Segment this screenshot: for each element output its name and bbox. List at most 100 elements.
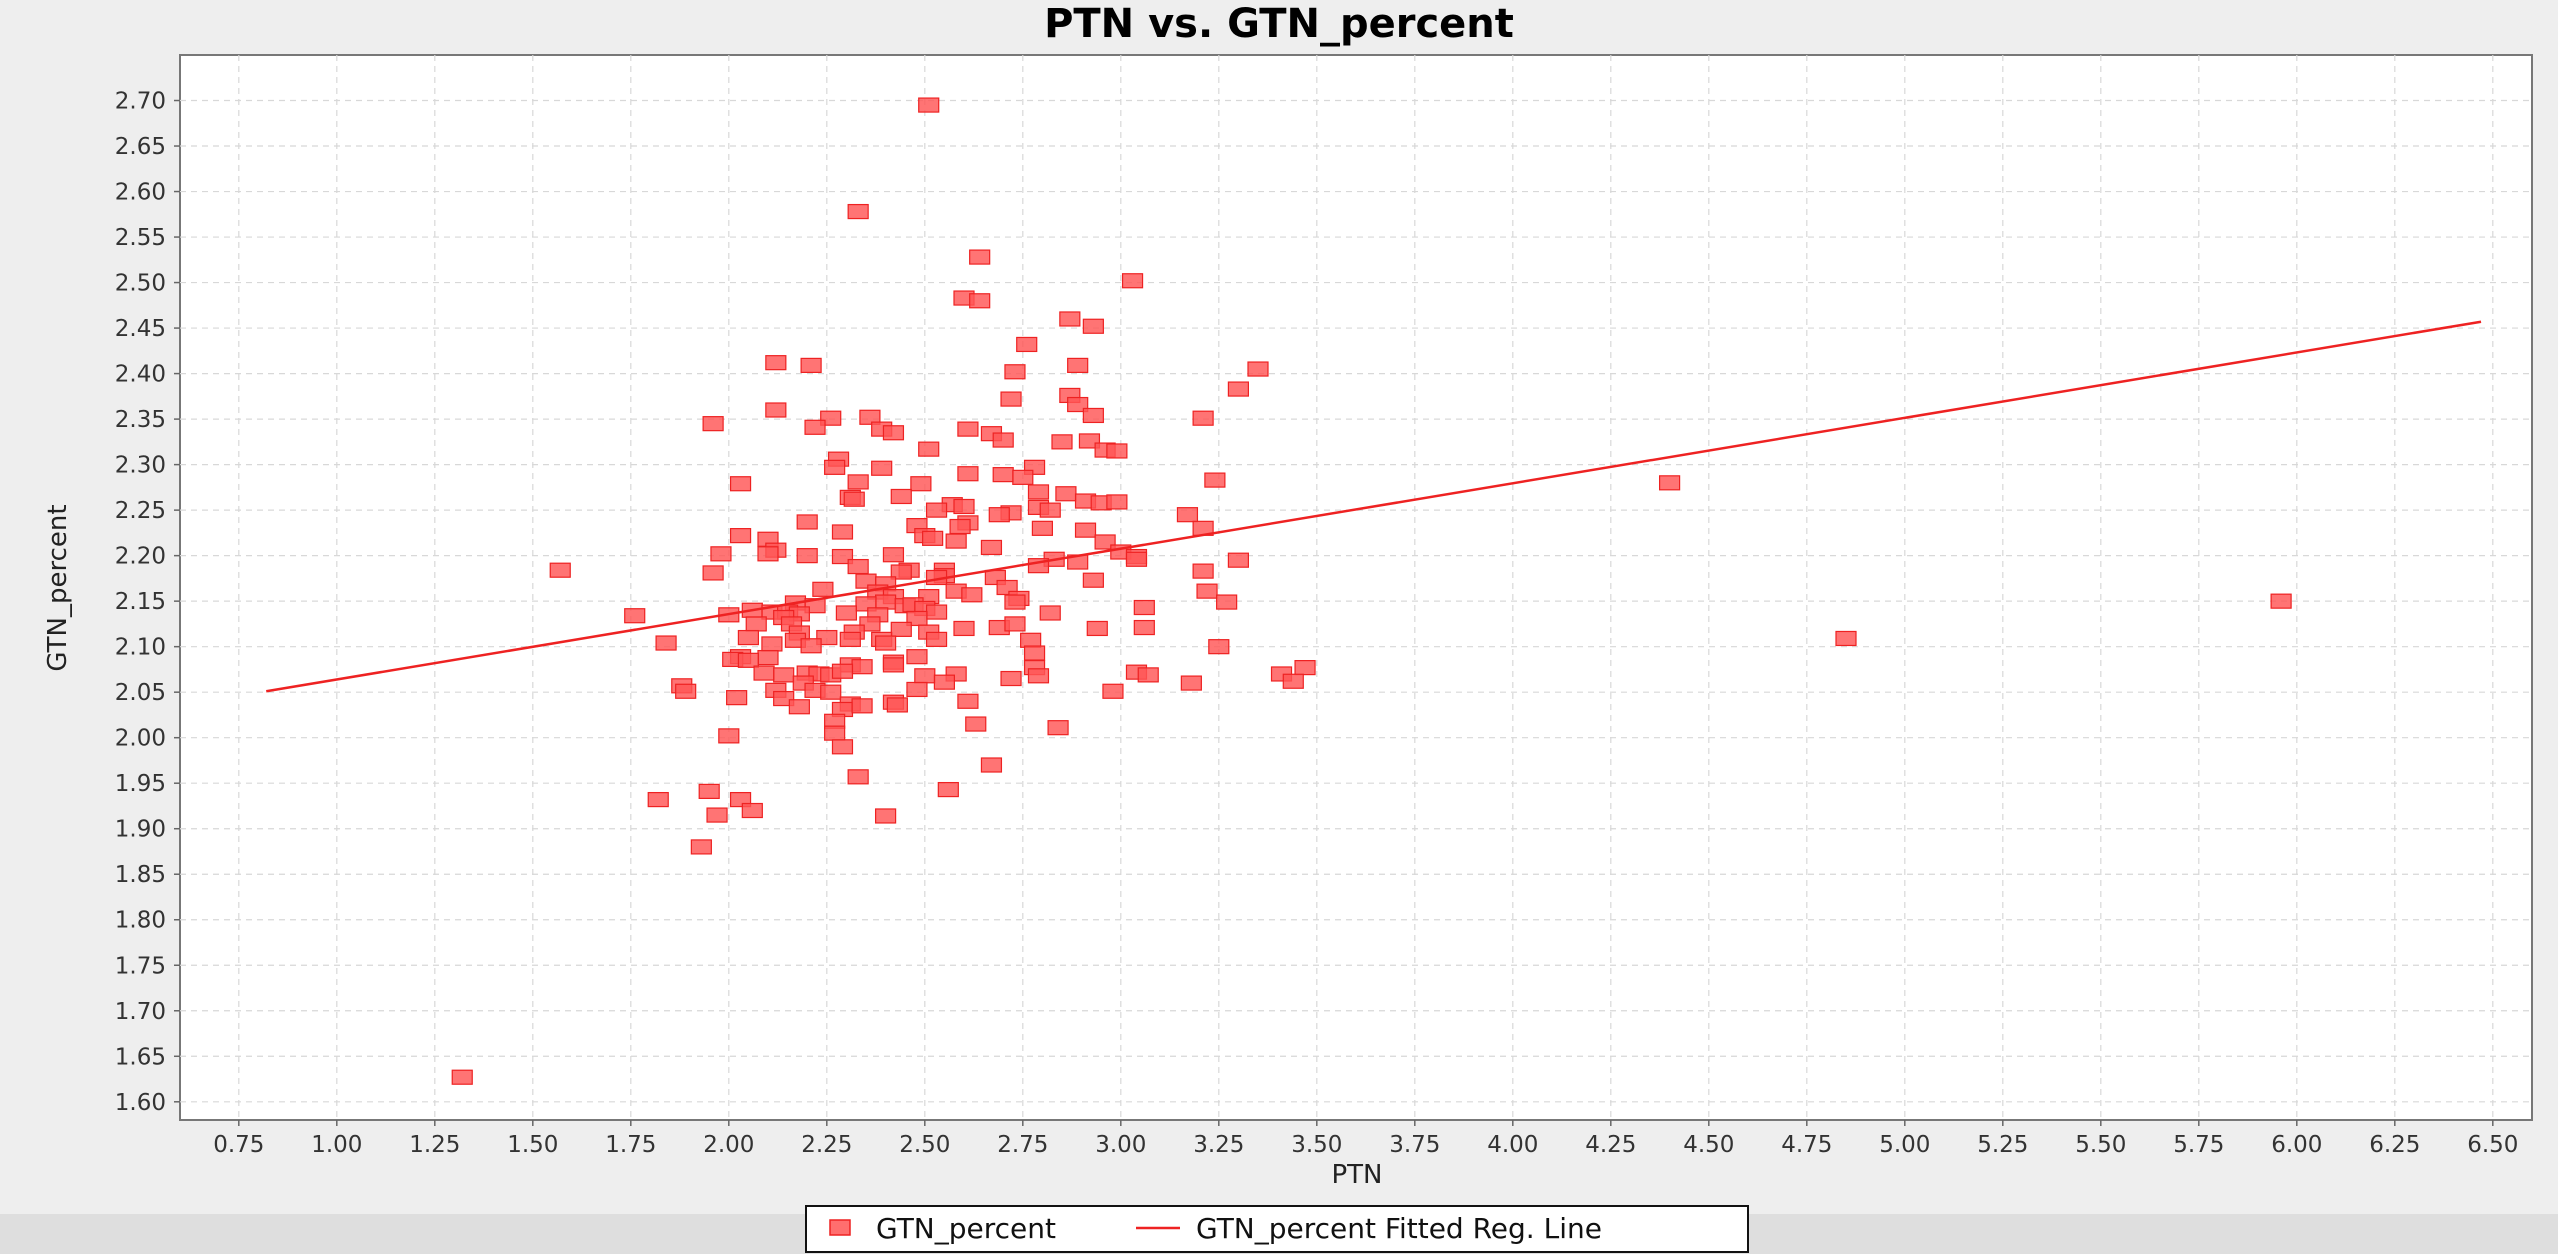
scatter-point <box>1192 410 1214 426</box>
scatter-point <box>831 524 854 540</box>
x-tick-label: 3.00 <box>1095 1132 1146 1158</box>
y-tick-label: 2.70 <box>115 89 166 115</box>
scatter-point <box>706 807 728 823</box>
scatter-point <box>980 757 1003 773</box>
scatter-point <box>647 791 669 808</box>
scatter-point <box>918 441 940 457</box>
scatter-point <box>710 546 732 562</box>
y-tick-label: 2.25 <box>115 498 166 524</box>
scatter-point <box>1294 660 1316 676</box>
scatter-point <box>765 355 787 371</box>
x-tick-label: 5.50 <box>2075 1132 2126 1158</box>
y-tick-label: 2.15 <box>115 589 166 615</box>
scatter-point <box>726 690 748 706</box>
scatter-point <box>851 659 873 675</box>
x-tick-label: 2.00 <box>703 1132 754 1158</box>
scatter-point <box>1016 336 1038 353</box>
y-tick-label: 1.95 <box>115 771 166 797</box>
scatter-point <box>753 665 775 681</box>
scatter-point <box>906 649 928 665</box>
scatter-point <box>1282 673 1304 689</box>
scatter-point <box>624 608 646 624</box>
regression-line-layer <box>266 320 2482 693</box>
scatter-point <box>1133 599 1155 616</box>
scatter-point <box>1082 407 1104 424</box>
scatter-point <box>800 638 822 654</box>
scatter-point <box>1023 645 1046 661</box>
scatter-point <box>859 616 881 632</box>
scatter-point <box>922 530 944 546</box>
scatter-point <box>953 498 975 515</box>
scatter-point <box>874 635 897 651</box>
x-tick-label: 6.00 <box>2271 1132 2322 1158</box>
x-tick-label: 4.75 <box>1781 1132 1832 1158</box>
scatter-point <box>702 416 724 432</box>
scatter-point <box>1121 273 1144 289</box>
x-tick-label: 1.25 <box>409 1132 460 1158</box>
scatter-point <box>1047 720 1069 736</box>
legend-swatch-points <box>829 1219 851 1236</box>
scatter-point <box>937 781 959 798</box>
scatter-point <box>890 488 912 505</box>
scatter-point <box>1835 630 1857 647</box>
scatter-point <box>675 683 697 699</box>
scatter-point <box>757 546 779 562</box>
scatter-point <box>655 635 677 651</box>
scatter-point <box>796 514 818 530</box>
scatter-point <box>1208 639 1230 655</box>
scatter-point <box>773 690 795 707</box>
chart-title: PTN vs. GTN_percent <box>1044 1 1514 47</box>
scatter-point <box>925 502 948 518</box>
scatter-point <box>1059 311 1081 327</box>
scatter-point <box>745 616 767 632</box>
scatter-point <box>698 783 720 799</box>
scatter-point <box>918 97 940 113</box>
x-tick-label: 4.25 <box>1585 1132 1636 1158</box>
scatter-point <box>702 565 724 581</box>
scatter-point <box>874 808 897 824</box>
scatter-point <box>1051 434 1073 450</box>
scatter-point <box>812 581 834 597</box>
x-tick-label: 3.25 <box>1193 1132 1244 1158</box>
regression-line <box>266 320 2482 693</box>
y-tick-label: 2.30 <box>115 453 166 479</box>
scatter-point <box>737 652 760 668</box>
scatter-point <box>1027 668 1050 684</box>
scatter-point <box>1039 502 1061 518</box>
x-tick-label: 6.25 <box>2369 1132 2420 1158</box>
x-tick-label: 5.25 <box>1977 1132 2028 1158</box>
scatter-point <box>957 421 979 437</box>
scatter-point <box>847 558 869 575</box>
x-tick-label: 1.75 <box>605 1132 656 1158</box>
scatter-point <box>890 621 912 637</box>
x-tick-label: 4.50 <box>1683 1132 1734 1158</box>
x-tick-label: 1.00 <box>311 1132 362 1158</box>
scatter-point <box>1078 433 1101 449</box>
scatter-point <box>957 693 979 709</box>
x-tick-label: 6.50 <box>2467 1132 2518 1158</box>
scatter-point <box>874 594 897 610</box>
y-tick-label: 1.65 <box>115 1044 166 1070</box>
scatter-point <box>847 474 869 490</box>
scatter-point <box>1020 632 1042 648</box>
scatter-point <box>451 1069 473 1085</box>
y-tick-label: 2.45 <box>115 316 166 342</box>
scatter-point <box>965 716 987 732</box>
scatter-point <box>859 409 881 425</box>
scatter-point <box>831 548 854 565</box>
scatter-point <box>1133 619 1155 636</box>
scatter-point <box>914 668 936 684</box>
scatter-point <box>690 839 712 855</box>
y-tick-label: 2.50 <box>115 271 166 297</box>
y-tick-label: 2.40 <box>115 362 166 388</box>
scatter-point <box>1074 522 1097 538</box>
y-tick-label: 1.75 <box>115 953 166 979</box>
x-tick-label: 3.75 <box>1389 1132 1440 1158</box>
scatter-point <box>1176 507 1199 523</box>
scatter-point <box>831 739 854 755</box>
scatter-point <box>796 548 818 564</box>
x-tick-label: 3.50 <box>1291 1132 1342 1158</box>
legend-label-line: GTN_percent Fitted Reg. Line <box>1196 1212 1602 1245</box>
grid-lines <box>180 55 2532 1120</box>
scatter-point <box>961 587 983 603</box>
